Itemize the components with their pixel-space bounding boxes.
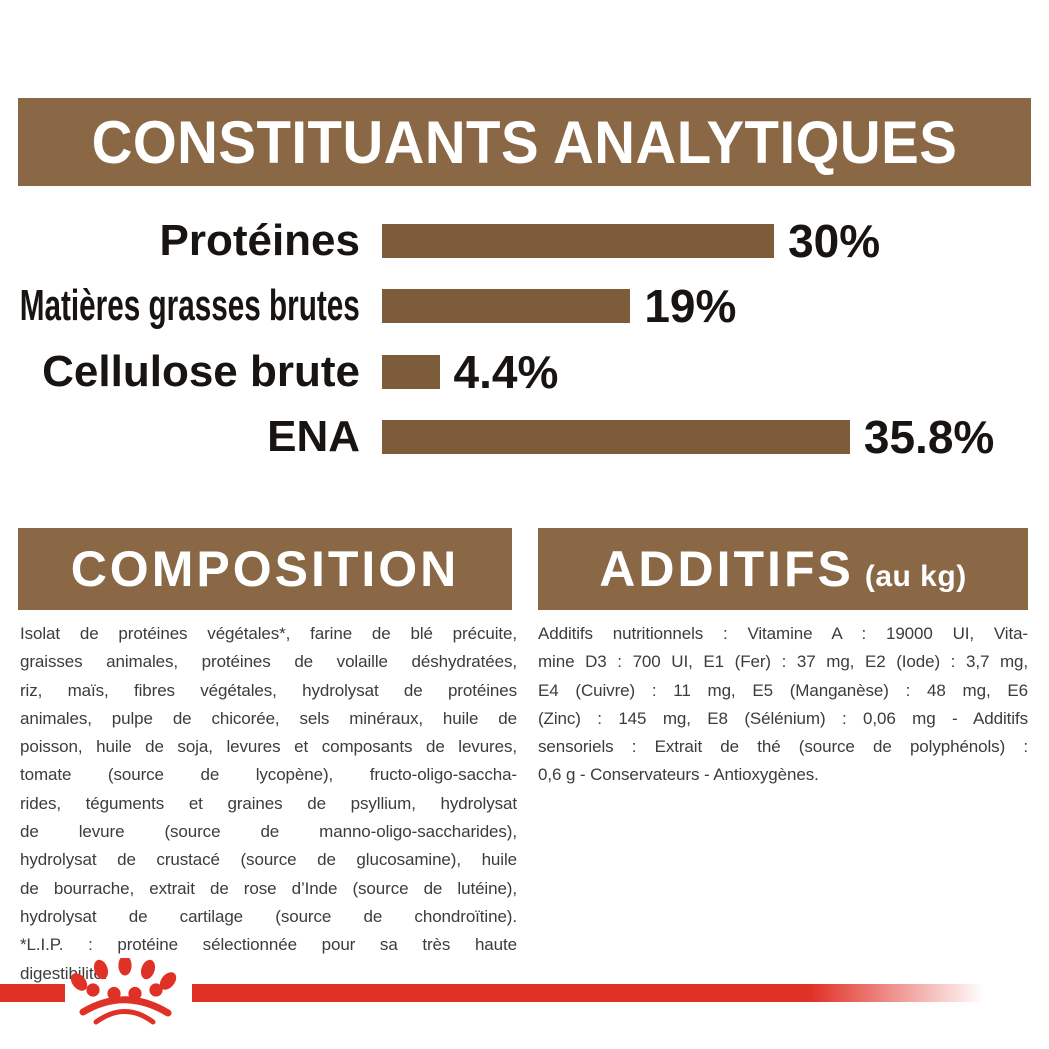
text-line: 0,6 g - Conservateurs - Antioxygènes. — [538, 765, 819, 785]
text-line: (Zinc) : 145 mg, E8 (Sélénium) : 0,06 mg… — [538, 708, 1028, 728]
text-line: E4 (Cuivre) : 11 mg, E5 (Manganèse) : 48… — [538, 680, 1028, 700]
bar — [382, 420, 850, 454]
bar — [382, 289, 630, 323]
text-line: poisson, huile de soja, levures et compo… — [20, 737, 517, 757]
analytical-constituents-chart: Protéines 30% Matières grasses brutes 19% Ce… — [0, 215, 1049, 463]
bar — [382, 355, 440, 389]
constituants-title: CONSTITUANTS ANALYTIQUES — [91, 108, 958, 176]
chart-row: Protéines 30% — [0, 215, 1049, 267]
constituants-banner: CONSTITUANTS ANALYTIQUES — [18, 98, 1031, 186]
text-line: rides, téguments et graines de psyllium,… — [20, 793, 517, 813]
bar — [382, 224, 774, 258]
text-line: hydrolysat de cartilage (source de chond… — [20, 906, 517, 926]
bar-label: Matières grasses brutes — [19, 281, 360, 330]
bar-value: 19% — [644, 280, 737, 332]
chart-row: Matières grasses brutes 19% — [0, 280, 1049, 332]
text-line: hydrolysat de crustacé (source de glucos… — [20, 850, 517, 870]
chart-row: Cellulose brute 4.4% — [0, 346, 1049, 398]
composition-banner: COMPOSITION — [18, 528, 512, 610]
text-line: de levure (source de manno-oligo-sacchar… — [20, 822, 517, 842]
text-line: digestibilité. — [20, 963, 108, 983]
additifs-unit-label: (au kg) — [864, 560, 967, 593]
bar-value: 4.4% — [453, 346, 559, 398]
text-line: riz, maïs, fibres végétales, hydrolysat … — [20, 680, 517, 700]
text-line: de bourrache, extrait de rose d’Inde (so… — [20, 878, 517, 898]
royal-canin-paw-crown-icon — [70, 958, 177, 1025]
additifs-banner: ADDITIFS (au kg) — [538, 528, 1028, 610]
additifs-title: ADDITIFS — [599, 541, 854, 597]
brand-red-band-left — [0, 984, 65, 1002]
text-line: tomate (source de lycopène), fructo-olig… — [20, 765, 517, 785]
text-line: mine D3 : 700 UI, E1 (Fer) : 37 mg, E2 (… — [538, 652, 1028, 672]
bar-label: Cellulose brute — [42, 347, 360, 396]
composition-title: COMPOSITION — [70, 541, 460, 597]
text-line: Isolat de protéines végétales*, farine d… — [20, 624, 517, 643]
chart-row: ENA 35.8% — [0, 411, 1049, 463]
additifs-text: Additifs nutritionnels : Vitamine A : 19… — [538, 620, 1028, 790]
composition-text: Isolat de protéines végétales*, farine d… — [20, 620, 517, 988]
brand-red-band-right — [192, 984, 985, 1002]
bar-label: Protéines — [159, 216, 360, 265]
bar-label: ENA — [267, 412, 360, 461]
text-line: animales, pulpe de chicorée, sels minéra… — [20, 708, 517, 728]
text-line: sensoriels : Extrait de thé (source de p… — [538, 737, 1028, 757]
text-line: *L.I.P. : protéine sélectionnée pour sa … — [20, 935, 517, 955]
text-line: Additifs nutritionnels : Vitamine A : 19… — [538, 624, 1028, 643]
text-line: graisses animales, protéines de volaille… — [20, 652, 517, 672]
bar-value: 35.8% — [863, 411, 995, 463]
bar-value: 30% — [788, 215, 881, 267]
